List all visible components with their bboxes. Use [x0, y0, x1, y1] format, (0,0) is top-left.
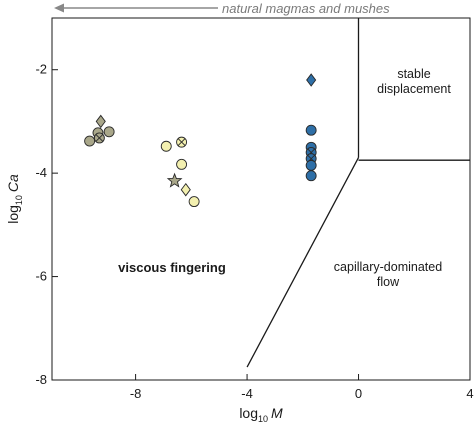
x-tick-label: 4: [466, 386, 473, 401]
x-axis-label: log10 M: [239, 405, 283, 424]
point-marker: [176, 158, 188, 170]
y-tick-label: -4: [35, 165, 47, 180]
y-axis-label: log10Ca: [5, 174, 24, 224]
data-point-circle: [305, 159, 317, 171]
data-point-circle: [188, 196, 200, 208]
banner: natural magmas and mushes: [54, 1, 390, 16]
data-point-circle: [84, 135, 96, 147]
y-tick-label: -2: [35, 62, 47, 77]
region-label-line: viscous fingering: [118, 260, 226, 275]
point-marker: [160, 140, 172, 152]
point-marker: [84, 135, 96, 147]
data-point-crossed-circle: [176, 136, 188, 148]
point-cross: [95, 134, 104, 142]
data-point-star: [166, 172, 183, 188]
point-marker: [103, 126, 115, 138]
x-tick-label: 0: [355, 386, 362, 401]
y-tick-label: -8: [35, 372, 47, 387]
banner-arrowhead: [54, 3, 64, 13]
banner-label: natural magmas and mushes: [222, 1, 390, 16]
region-label-line: displacement: [377, 82, 451, 96]
region-label-0: viscous fingering: [118, 260, 226, 275]
region-labels: viscous fingering stable displacement capil…: [118, 67, 451, 289]
boundary-line-0: [246, 157, 360, 368]
y-tick-label: -6: [35, 269, 47, 284]
data-point-circle: [103, 126, 115, 138]
data-point-diamond: [180, 182, 191, 197]
point-cross: [177, 138, 186, 146]
region-label-2: capillary-dominated flow: [334, 260, 442, 289]
data-point-crossed-circle: [93, 132, 105, 144]
data-point-diamond: [306, 73, 317, 87]
point-marker: [305, 124, 317, 136]
plot-frame: [51, 17, 471, 381]
region-label-line: flow: [377, 275, 400, 289]
data-point-diamond: [95, 114, 106, 129]
data-point-circle: [176, 158, 188, 170]
x-tick-label: -8: [130, 386, 142, 401]
regime-boundaries: [246, 18, 470, 368]
axis-ticks: -8 -4 0 4 -2 -4 -6 -8: [35, 62, 473, 401]
point-marker: [188, 196, 200, 208]
x-tick-label: -4: [241, 386, 253, 401]
point-marker: [305, 159, 317, 171]
point-marker: [305, 170, 317, 182]
data-point-circle: [305, 170, 317, 182]
region-label-1: stable displacement: [377, 67, 451, 96]
region-label-line: capillary-dominated: [334, 260, 442, 274]
region-label-line: stable: [397, 67, 430, 81]
data-point-circle: [305, 124, 317, 136]
data-point-circle: [160, 140, 172, 152]
data-points: [84, 73, 317, 208]
